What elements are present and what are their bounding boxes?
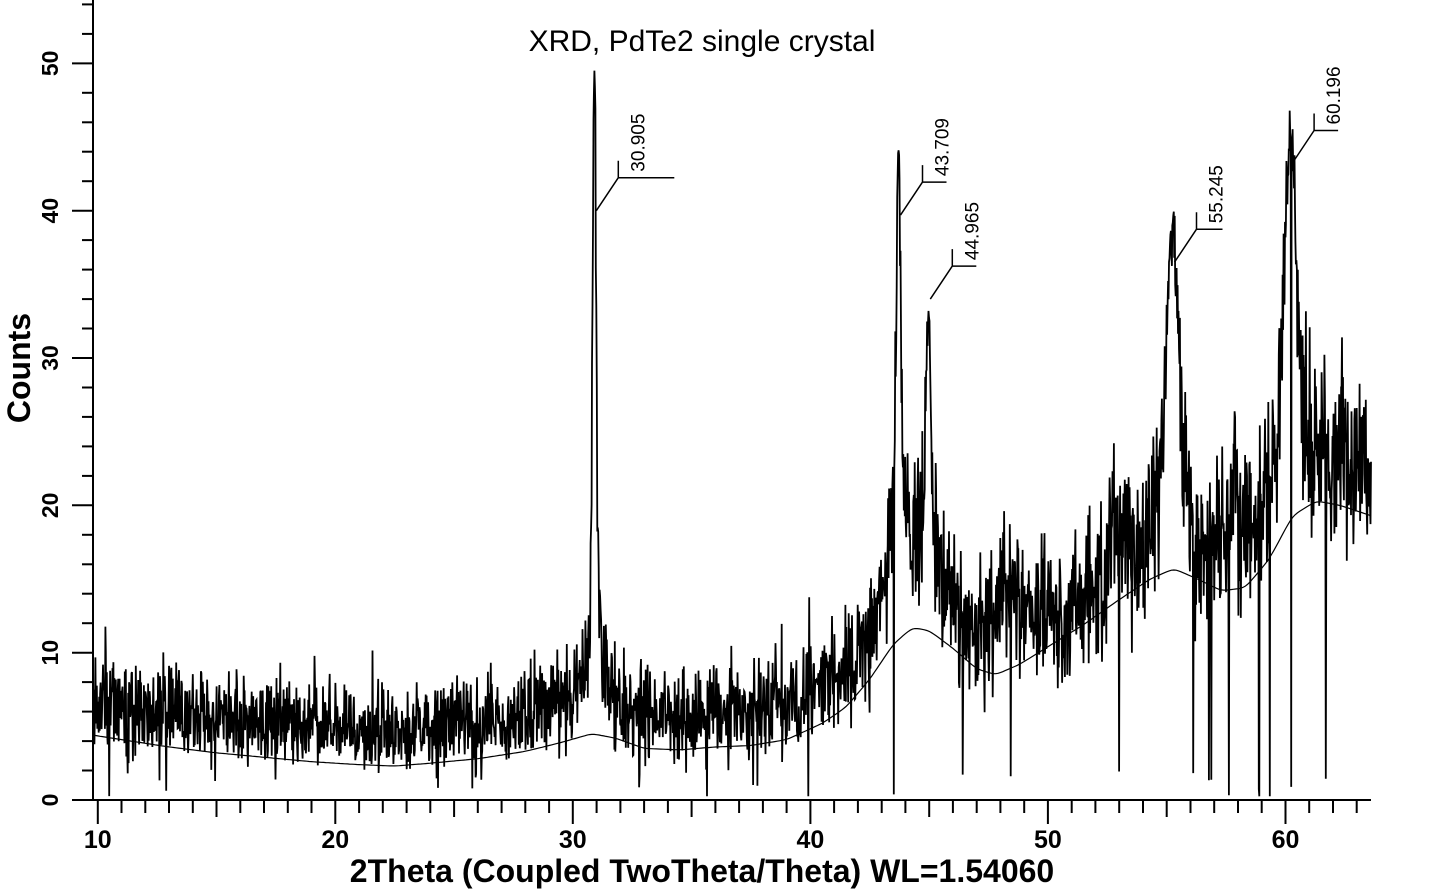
y-axis-tick-label: 30: [37, 345, 63, 371]
peak-label: 55.245: [1207, 165, 1228, 223]
y-axis-ticks: 0 10 20 30 40 50: [37, 3, 92, 807]
x-axis-tick-label: 30: [559, 826, 587, 854]
x-axis-tick-label: 60: [1272, 826, 1300, 854]
x-axis-tick-label: 50: [1034, 826, 1062, 854]
diffraction-trace-path: [92, 70, 1372, 797]
peak-leader-line: [899, 165, 947, 216]
x-axis-tick-label: 20: [321, 826, 349, 854]
peak-leader-line: [929, 249, 977, 300]
y-axis-tick-label: 0: [37, 794, 63, 807]
peak-label: 43.709: [932, 118, 953, 176]
chart-title: XRD, PdTe2 single crystal: [529, 25, 876, 58]
peak-annotations: 30.905 43.709 44.965 55.245 60.196: [595, 66, 1345, 300]
x-axis-tick-label: 10: [84, 826, 112, 854]
y-axis-tick-label: 40: [37, 198, 63, 224]
y-axis-tick-label: 50: [37, 51, 63, 77]
peak-label: 60.196: [1324, 66, 1345, 124]
y-axis-title: Counts: [1, 313, 37, 423]
axis-line: [92, 0, 1371, 801]
peak-leader-line: [595, 160, 675, 212]
peak-label: 44.965: [962, 202, 983, 260]
x-axis-tick-label: 40: [796, 826, 824, 854]
peak-leader-line: [1291, 113, 1339, 164]
peak-label: 30.905: [628, 114, 649, 172]
peak-leader-line: [1173, 212, 1223, 263]
x-axis-ticks: 10 20 30 40 50 60: [84, 801, 1358, 854]
axis-lines: [92, 0, 1371, 801]
y-axis-tick-label: 20: [37, 493, 63, 519]
y-axis-tick-label: 10: [37, 640, 63, 666]
x-axis-title: 2Theta (Coupled TwoTheta/Theta) WL=1.540…: [350, 853, 1054, 889]
diffraction-trace: [92, 70, 1372, 797]
